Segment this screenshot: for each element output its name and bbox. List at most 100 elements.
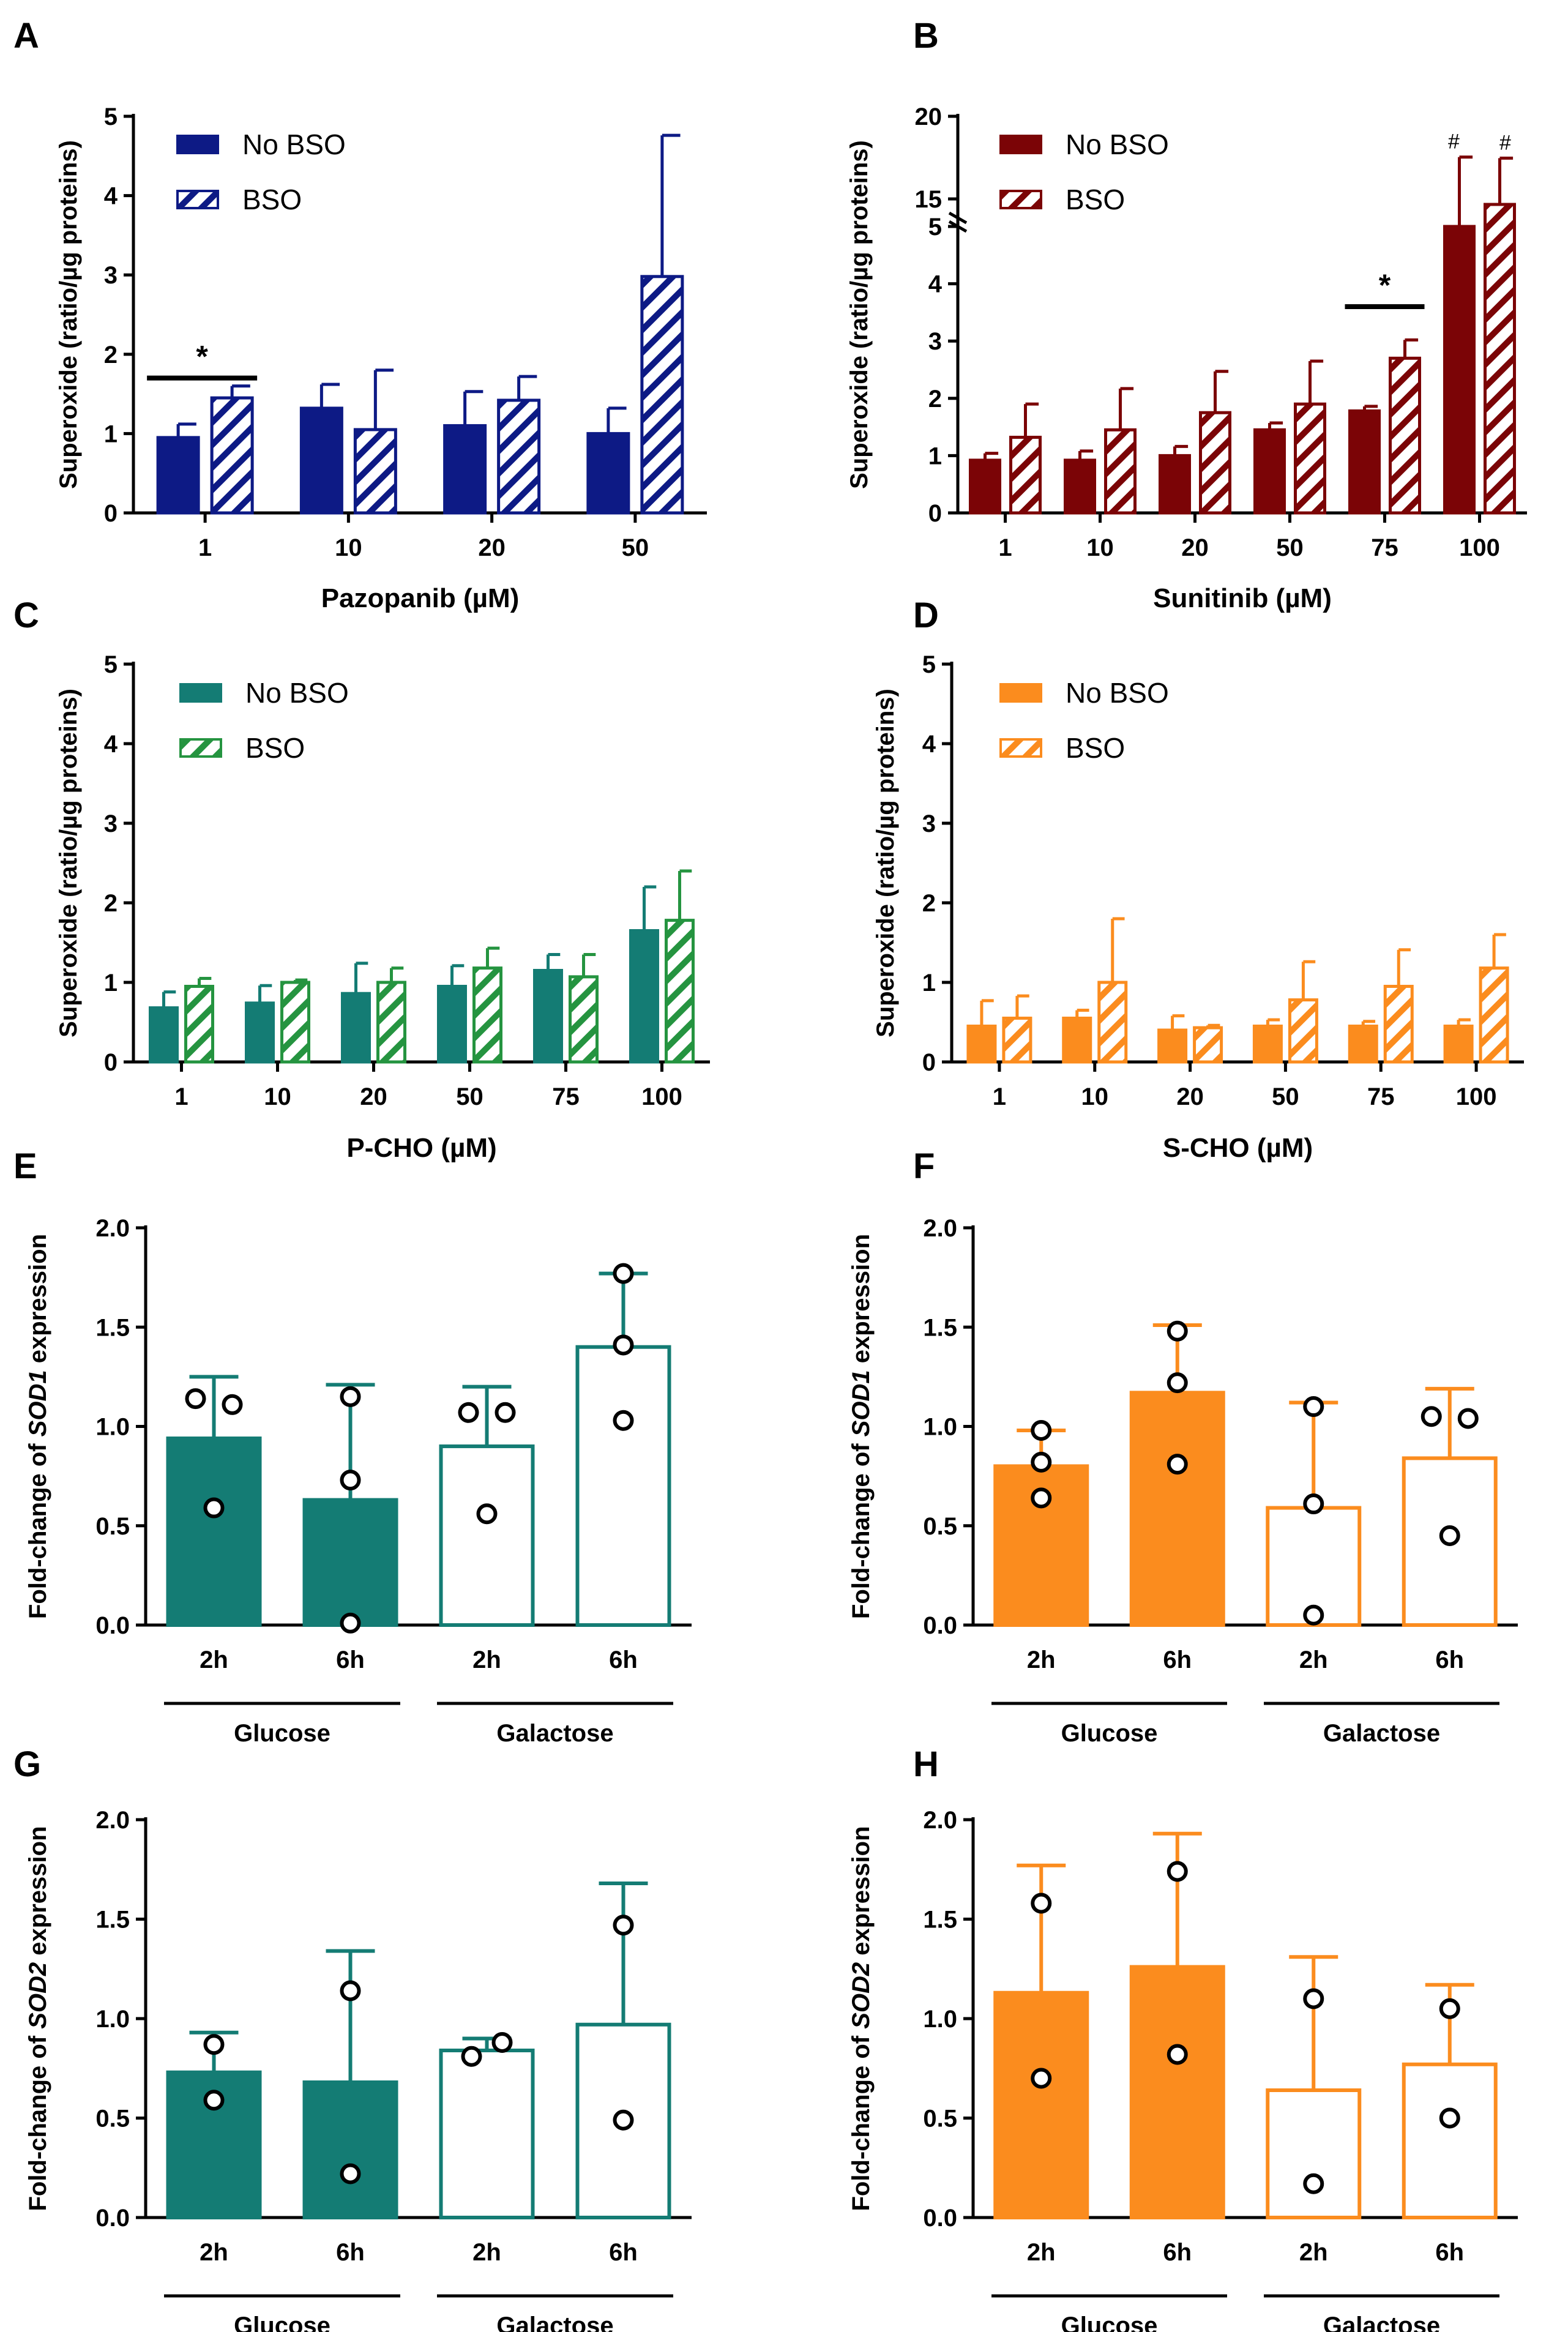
bar [439,1444,535,1627]
bar-no-bso [341,992,371,1064]
x-tick-label: 6h [609,2239,638,2266]
legend-swatch-bso [999,190,1042,209]
y-tick-label: 20 [915,103,943,130]
bar-bso [1199,411,1231,515]
x-tick-label: 50 [1272,1083,1299,1110]
legend-label-bso: BSO [242,184,302,215]
data-point [340,1386,361,1407]
panel-label-f: F [913,1146,935,1186]
bar-bso [1097,981,1128,1064]
x-tick-label: 75 [1371,534,1398,561]
bar-no-bso [1348,409,1381,515]
x-axis-title: Sunitinib (µM) [1153,583,1332,613]
data-point [1303,1493,1324,1515]
group-label-glucose: Glucose [234,1720,330,1747]
bar-no-bso [1159,454,1191,515]
bar [1129,1391,1225,1627]
y-tick-label: 3 [104,262,118,289]
gene-name: SOD2 [24,1962,51,2029]
y-tick-label: 3 [922,810,936,837]
legend-swatch-no-bso [999,135,1042,154]
x-tick-label: 75 [1367,1083,1395,1110]
y-axis-title-part: Fold-change of [24,1437,51,1619]
data-point [1457,1408,1479,1429]
bar-bso [1193,1026,1223,1064]
bar [166,2070,262,2219]
legend-label-no-bso: No BSO [242,129,346,160]
panel-label-e: E [13,1146,37,1186]
legend-label-bso: BSO [1066,732,1125,764]
bar-bso [280,981,310,1064]
x-tick-label: 1 [993,1083,1006,1110]
group-label-glucose: Glucose [234,2312,330,2332]
panel-label-g: G [13,1744,41,1784]
y-tick-label: 1.0 [923,1414,957,1441]
y-tick-label: 2 [922,890,936,917]
panel-label-c: C [13,596,39,635]
y-axis-title-part: expression [848,1234,875,1370]
y-tick-label: 5 [104,651,118,678]
group-label-galactose: Galactose [496,2312,613,2332]
bar-no-bso [149,1006,179,1064]
data-point [1167,1861,1188,1882]
bar-no-bso [1062,1017,1092,1064]
x-tick-label: 2h [1027,2239,1056,2266]
x-tick-label: 50 [456,1083,483,1110]
y-tick-label: 2 [104,342,118,368]
bar-bso [1479,966,1509,1064]
y-tick-label: 0.5 [95,1513,130,1540]
x-tick-label: 100 [641,1083,682,1110]
y-axis-title-part: Fold-change of [848,1437,875,1619]
gene-name: SOD1 [24,1370,51,1437]
y-tick-label: 4 [104,731,118,758]
x-tick-label: 6h [336,2239,365,2266]
data-point [1421,1406,1442,1427]
y-tick-label: 0.0 [95,1612,130,1639]
data-point [613,1263,634,1284]
y-tick-label: 2.0 [923,1807,957,1834]
y-tick-label: 1.5 [95,1314,130,1341]
y-tick-label: 2.0 [923,1215,957,1242]
data-point [495,1402,516,1423]
bar [993,1990,1089,2219]
x-tick-label: 6h [1435,2239,1464,2266]
x-tick-label: 2h [472,1646,501,1673]
group-label-glucose: Glucose [1061,1720,1158,1747]
bar [575,1345,671,1627]
x-tick-label: 20 [360,1083,387,1110]
y-axis-title-part: expression [24,1234,51,1370]
bar-bso [497,398,541,515]
y-tick-label: 0.5 [95,2106,130,2132]
hash-annotation: # [1499,131,1511,154]
data-point [1031,1893,1052,1914]
x-axis-title: P-CHO (µM) [346,1133,496,1163]
x-tick-label: 20 [1181,534,1209,561]
y-tick-label: 5 [104,103,118,130]
y-axis-title: Fold-change of SOD2 expression [848,1826,875,2211]
x-tick-label: 1 [198,534,212,561]
data-point [613,1410,634,1431]
bar-no-bso [966,1025,997,1064]
legend-label-no-bso: No BSO [1066,129,1169,160]
y-tick-label: 5 [922,651,936,678]
bar-bso [569,975,599,1064]
x-tick-label: 20 [478,534,506,561]
data-point [340,1612,361,1634]
bar-no-bso [1348,1025,1378,1064]
bar-no-bso [1157,1028,1188,1064]
y-axis-title-part: expression [24,1826,51,1962]
bar-bso [1002,1017,1032,1064]
data-point [1031,2068,1052,2089]
x-tick-label: 6h [1435,1646,1464,1673]
data-point [203,2034,225,2055]
x-tick-label: 2h [1299,2239,1328,2266]
data-point [1303,1396,1324,1418]
y-axis-title: Superoxide (ratio/µg proteins) [55,689,82,1037]
y-tick-label: 15 [915,186,943,213]
data-point [1167,1372,1188,1394]
legend-label-no-bso: No BSO [1066,677,1169,709]
bar-bso [376,981,406,1064]
group-label-galactose: Galactose [496,1720,613,1747]
bar-bso [210,396,254,515]
